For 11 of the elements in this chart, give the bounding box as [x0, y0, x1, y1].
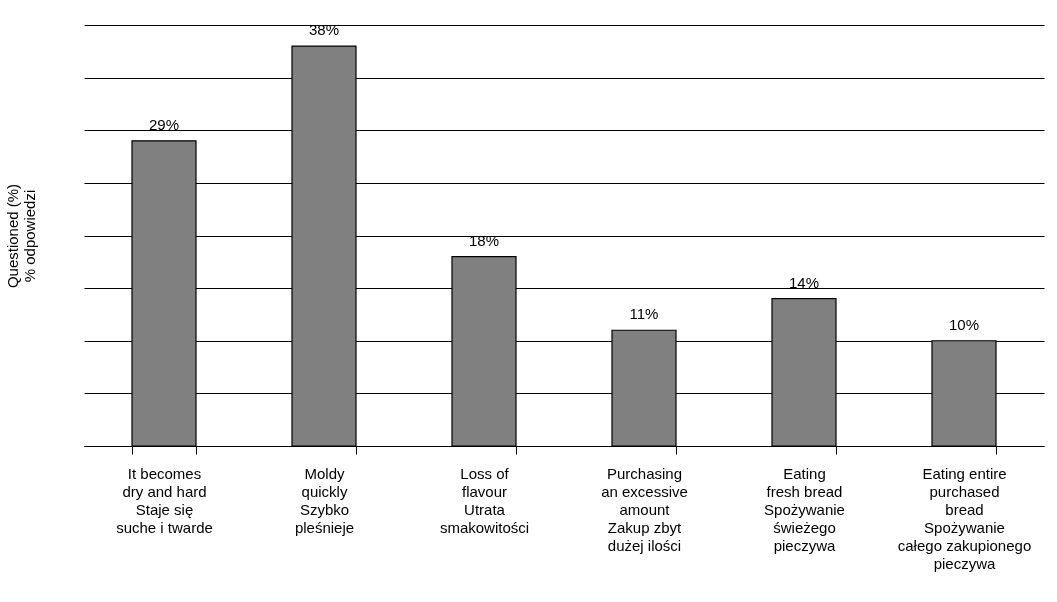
x-tick-label: Eating entire purchased bread Spożywanie całego zakupionego pieczywa	[897, 464, 1032, 572]
x-tick-label: Moldy quickly Szybko pleśnieje	[294, 464, 355, 536]
data-label: 14%	[788, 273, 820, 291]
data-label: 29%	[148, 115, 180, 133]
x-tick-label: It becomes dry and hard Staje się suche i twarde	[116, 464, 213, 536]
data-label: 11%	[629, 305, 659, 323]
data-label: 10%	[948, 315, 980, 333]
x-tick-label: Purchasing an excessive amount Zakup zbyt dużej ilości	[601, 464, 688, 554]
x-tick-label: Loss of flavour Utrata smakowitości	[439, 464, 530, 536]
x-tick-label: Eating fresh bread Spożywanie świeżego pieczywa	[764, 464, 845, 554]
y-axis-title: Questioned (%) % odpowiedzi	[3, 183, 38, 289]
